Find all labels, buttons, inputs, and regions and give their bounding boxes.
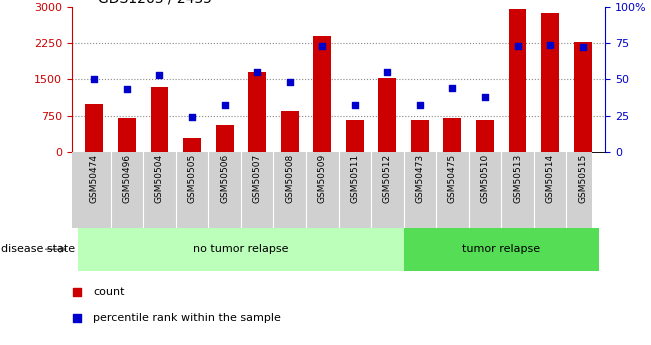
Text: percentile rank within the sample: percentile rank within the sample bbox=[93, 313, 281, 323]
Bar bbox=[541, 13, 559, 152]
Text: GSM50504: GSM50504 bbox=[155, 154, 164, 203]
Bar bbox=[313, 36, 331, 152]
Point bbox=[122, 87, 132, 92]
Bar bbox=[215, 125, 234, 152]
Point bbox=[284, 79, 295, 85]
Point bbox=[72, 290, 82, 295]
Point bbox=[480, 94, 490, 99]
Point bbox=[72, 315, 82, 321]
Bar bbox=[281, 111, 299, 152]
Text: GSM50515: GSM50515 bbox=[578, 154, 587, 203]
Bar bbox=[378, 78, 396, 152]
Point bbox=[415, 103, 425, 108]
Text: count: count bbox=[93, 287, 124, 297]
Bar bbox=[78, 228, 404, 271]
Text: GSM50506: GSM50506 bbox=[220, 154, 229, 203]
Bar bbox=[248, 72, 266, 152]
Text: GSM50496: GSM50496 bbox=[122, 154, 132, 203]
Text: GSM50510: GSM50510 bbox=[480, 154, 490, 203]
Bar bbox=[346, 120, 364, 152]
Text: GSM50475: GSM50475 bbox=[448, 154, 457, 203]
Point bbox=[350, 103, 360, 108]
Bar bbox=[85, 104, 104, 152]
Text: GSM50514: GSM50514 bbox=[546, 154, 555, 203]
Point bbox=[187, 114, 197, 120]
Bar bbox=[404, 228, 599, 271]
Bar bbox=[183, 138, 201, 152]
Text: no tumor relapse: no tumor relapse bbox=[193, 244, 288, 254]
Text: GSM50474: GSM50474 bbox=[90, 154, 99, 203]
Point bbox=[317, 43, 327, 49]
Bar bbox=[443, 118, 462, 152]
Point bbox=[512, 43, 523, 49]
Point bbox=[577, 45, 588, 50]
Bar bbox=[574, 42, 592, 152]
Text: tumor relapse: tumor relapse bbox=[462, 244, 540, 254]
Bar bbox=[118, 118, 136, 152]
Point bbox=[219, 103, 230, 108]
Text: GSM50509: GSM50509 bbox=[318, 154, 327, 203]
Text: GSM50512: GSM50512 bbox=[383, 154, 392, 203]
Text: disease state: disease state bbox=[1, 244, 75, 254]
Text: GSM50513: GSM50513 bbox=[513, 154, 522, 203]
Text: GSM50505: GSM50505 bbox=[187, 154, 197, 203]
Point bbox=[89, 77, 100, 82]
Text: GSM50473: GSM50473 bbox=[415, 154, 424, 203]
Bar bbox=[411, 120, 429, 152]
Text: GSM50511: GSM50511 bbox=[350, 154, 359, 203]
Bar bbox=[150, 87, 169, 152]
Point bbox=[154, 72, 165, 78]
Point bbox=[382, 69, 393, 75]
Point bbox=[545, 42, 555, 47]
Bar bbox=[508, 9, 527, 152]
Text: GSM50507: GSM50507 bbox=[253, 154, 262, 203]
Bar bbox=[476, 120, 494, 152]
Text: GDS1263 / 2435: GDS1263 / 2435 bbox=[98, 0, 212, 5]
Point bbox=[447, 85, 458, 91]
Text: GSM50508: GSM50508 bbox=[285, 154, 294, 203]
Point bbox=[252, 69, 262, 75]
